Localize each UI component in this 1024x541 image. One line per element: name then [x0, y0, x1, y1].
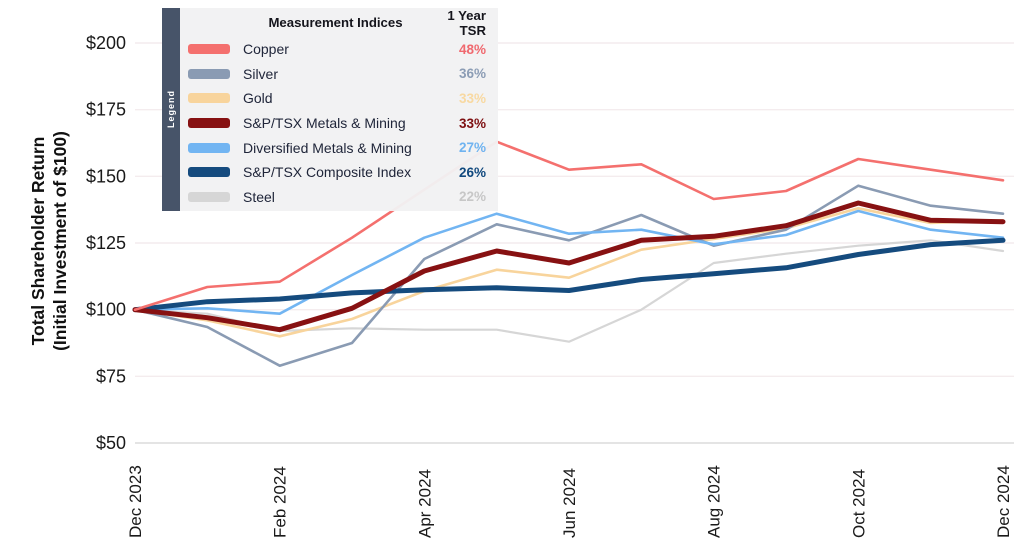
legend-panel: Measurement Indices 1 Year TSR Copper 48%… — [180, 8, 498, 211]
x-tick-label: Apr 2024 — [415, 469, 434, 538]
x-tick-label: Dec 2024 — [994, 465, 1013, 538]
legend-tsr-s-p-tsx-metals-mining: 33% — [458, 115, 486, 131]
legend-header-tsr: 1 Year TSR — [447, 7, 486, 38]
legend-label-s-p-tsx-metals-mining: S&P/TSX Metals & Mining — [243, 115, 406, 132]
y-tick-label: $75 — [96, 366, 126, 386]
y-tick-label: $50 — [96, 433, 126, 453]
legend-tsr-diversified-metals-mining: 27% — [458, 140, 486, 156]
y-tick-label: $200 — [86, 33, 126, 53]
legend-label-s-p-tsx-composite-index: S&P/TSX Composite Index — [243, 164, 412, 181]
y-tick-label: $150 — [86, 166, 126, 186]
series-line-s-p-tsx-composite-index — [132, 237, 1006, 313]
legend-tsr-steel: 22% — [458, 189, 486, 205]
legend-swatch-silver — [188, 68, 230, 79]
y-tick-label: $100 — [86, 300, 126, 320]
series-line-silver — [133, 184, 1005, 368]
legend-swatch-steel — [188, 191, 230, 202]
legend-header-indices: Measurement Indices — [268, 15, 403, 30]
x-tick-label: Jun 2024 — [560, 468, 579, 538]
legend-row-diversified-metals-mining: Diversified Metals & Mining 27% — [180, 135, 498, 160]
legend-header-spacer — [188, 18, 230, 28]
legend-swatch-gold — [188, 93, 230, 104]
legend-label-gold: Gold — [243, 90, 273, 107]
legend-rows: Copper 48% Silver 36% Gold 33% S&P/TSX Metals … — [180, 37, 498, 209]
y-tick-label: $125 — [86, 233, 126, 253]
legend-swatch-s-p-tsx-composite-index — [188, 167, 230, 178]
x-tick-label: Oct 2024 — [849, 469, 868, 538]
legend-row-copper: Copper 48% — [180, 37, 498, 62]
legend-tsr-silver: 36% — [458, 66, 486, 82]
legend-swatch-copper — [188, 44, 230, 55]
x-tick-label: Dec 2023 — [126, 465, 145, 538]
legend-header-row: Measurement Indices 1 Year TSR — [180, 7, 498, 38]
legend-row-silver: Silver 36% — [180, 62, 498, 87]
legend-label-diversified-metals-mining: Diversified Metals & Mining — [243, 139, 412, 156]
legend-row-s-p-tsx-metals-mining: S&P/TSX Metals & Mining 33% — [180, 111, 498, 136]
series-line-gold — [133, 207, 1005, 338]
legend-label-copper: Copper — [243, 41, 289, 58]
legend-tsr-gold: 33% — [458, 90, 486, 106]
series-line-s-p-tsx-metals-mining — [132, 200, 1006, 333]
series-line-diversified-metals-mining — [133, 209, 1005, 316]
x-tick-label: Feb 2024 — [271, 466, 290, 538]
x-tick-label: Aug 2024 — [705, 465, 724, 538]
legend-swatch-diversified-metals-mining — [188, 142, 230, 153]
series-line-copper — [133, 140, 1005, 312]
legend-row-s-p-tsx-composite-index: S&P/TSX Composite Index 26% — [180, 160, 498, 185]
legend-swatch-s-p-tsx-metals-mining — [188, 118, 230, 129]
legend-label-steel: Steel — [243, 188, 275, 205]
legend-tsr-copper: 48% — [458, 41, 486, 57]
legend-label-silver: Silver — [243, 65, 279, 82]
legend-row-steel: Steel 22% — [180, 185, 498, 210]
legend-tab-label: Legend — [166, 90, 176, 129]
legend-box: Legend Measurement Indices 1 Year TSR Co… — [162, 8, 498, 211]
legend-tab: Legend — [162, 8, 180, 211]
y-tick-label: $175 — [86, 100, 126, 120]
legend-row-gold: Gold 33% — [180, 86, 498, 111]
legend-tsr-s-p-tsx-composite-index: 26% — [458, 164, 486, 180]
